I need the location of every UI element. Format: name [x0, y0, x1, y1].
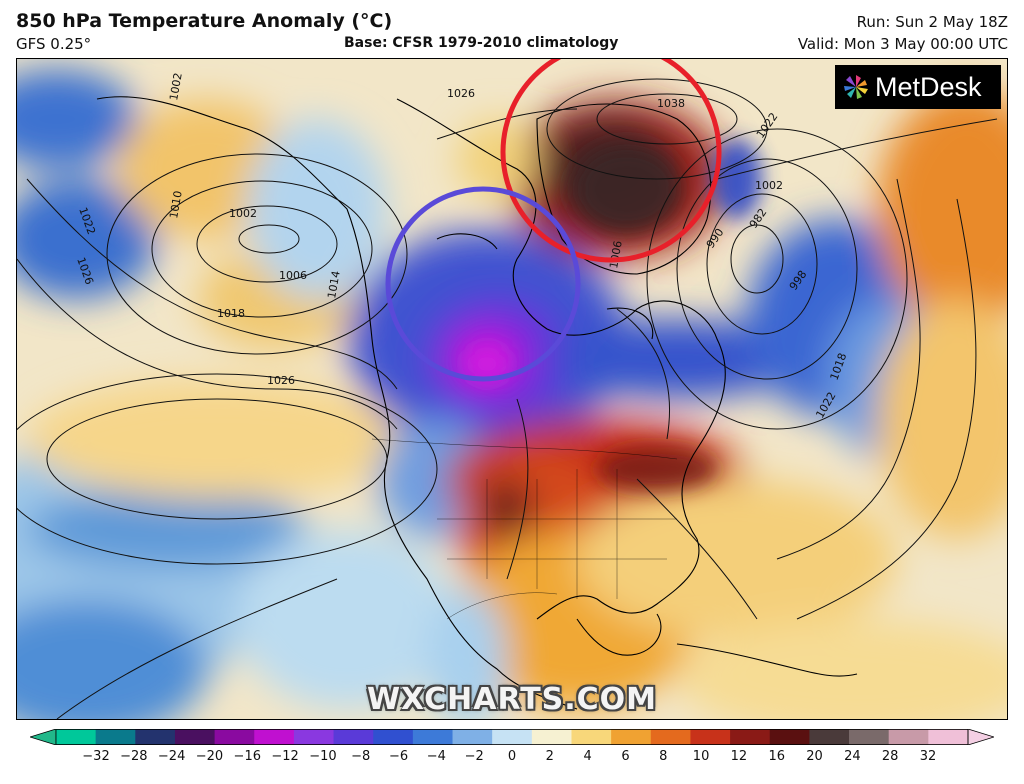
colorbar-tick-label: −28 — [120, 749, 148, 764]
colorbar-tick-label: −24 — [157, 749, 186, 764]
colorbar-tick-label: 12 — [730, 749, 748, 764]
isobar-label: 1006 — [279, 269, 307, 282]
colorbar-right-arrow — [967, 729, 994, 745]
colorbar-tick-label: 20 — [806, 749, 823, 764]
isobar-label: 1014 — [325, 270, 343, 300]
colorbar-tick-label: −4 — [426, 749, 446, 764]
isobar-label: 1018 — [217, 307, 245, 320]
colorbar-tick-label: −10 — [309, 749, 337, 764]
model-label: GFS 0.25° — [16, 35, 92, 53]
chart-title: 850 hPa Temperature Anomaly (°C) — [16, 10, 393, 32]
colorbar-segment — [174, 729, 216, 745]
colorbar-segment — [412, 729, 454, 745]
colorbar-tick-label: 24 — [844, 749, 861, 764]
anomaly-map: 1002 1002 1006 1010 1014 1018 1022 1026 … — [16, 58, 1008, 720]
isobar-label: 1002 — [167, 72, 185, 102]
isobars — [17, 78, 998, 719]
coastlines — [96, 96, 858, 710]
colorbar-segment — [571, 729, 612, 745]
colorbar-segment — [373, 729, 414, 745]
borders — [371, 438, 678, 620]
map-svg: 1002 1002 1006 1010 1014 1018 1022 1026 … — [17, 59, 1007, 719]
isobar-label: 1010 — [167, 190, 185, 220]
colorbar-segment — [650, 729, 692, 745]
colorbar-tick-label: −16 — [233, 749, 261, 764]
colorbar-segment — [611, 729, 652, 745]
colorbar-segment — [333, 729, 374, 745]
colorbar-segment — [95, 729, 136, 745]
metdesk-logo-text: MetDesk — [875, 71, 982, 102]
colorbar-segment — [214, 729, 255, 745]
isobar-label: 1002 — [229, 207, 257, 220]
metdesk-pinwheel-icon — [844, 75, 868, 99]
colorbar-segment — [492, 729, 533, 745]
colorbar-tick-label: −20 — [195, 749, 224, 764]
colorbar-left-arrow — [30, 729, 57, 745]
colorbar-segment — [135, 729, 176, 745]
colorbar — [30, 729, 994, 745]
colorbar-segment — [809, 729, 850, 745]
colorbar-segment — [928, 729, 969, 745]
colorbar-tick-label: 4 — [583, 749, 592, 764]
colorbar-tick-label: −2 — [464, 749, 484, 764]
colorbar-tick-label: 32 — [919, 749, 937, 764]
colorbar-tick-label: 0 — [507, 749, 517, 764]
isobar-label: 1026 — [447, 87, 475, 100]
anomaly-detail — [465, 139, 762, 491]
colorbar-tick-label: 10 — [692, 749, 710, 764]
isobar-label: 1026 — [267, 374, 295, 387]
colorbar-segment — [531, 729, 573, 745]
valid-time-label: Valid: Mon 3 May 00:00 UTC — [797, 35, 1008, 53]
colorbar-tick-label: 6 — [621, 749, 630, 764]
blue-highlight-circle — [385, 186, 581, 382]
isobar-label: 1038 — [657, 97, 685, 110]
colorbar-segment — [849, 729, 890, 745]
colorbar-tick-label: −6 — [388, 749, 409, 764]
colorbar-segment — [293, 729, 335, 745]
base-climatology-label: Base: CFSR 1979-2010 climatology — [344, 35, 619, 51]
colorbar-tick-label: 16 — [768, 749, 785, 764]
colorbar-segment — [452, 729, 493, 745]
colorbar-tick-label: −8 — [351, 749, 371, 764]
colorbar-frame — [55, 729, 969, 745]
colorbar-tick-label: 28 — [881, 749, 899, 764]
colorbar-segment — [254, 729, 295, 745]
colorbar-tick-label: 8 — [659, 749, 668, 764]
colorbar-segment — [769, 729, 810, 745]
wxcharts-watermark: WXCHARTS.COM — [366, 682, 658, 717]
colorbar-tick-label: −32 — [82, 749, 110, 764]
colorbar-segment — [690, 729, 731, 745]
metdesk-logo: MetDesk — [835, 65, 1001, 109]
colorbar-segment — [888, 729, 929, 745]
isobar-label: 1002 — [755, 179, 783, 192]
run-time-label: Run: Sun 2 May 18Z — [856, 13, 1008, 31]
colorbar-segment — [56, 729, 97, 745]
colorbar-tick-label: 2 — [545, 749, 554, 764]
colorbar-tick-label: −12 — [271, 749, 299, 764]
colorbar-segment — [730, 729, 771, 745]
red-highlight-circle — [500, 59, 722, 263]
